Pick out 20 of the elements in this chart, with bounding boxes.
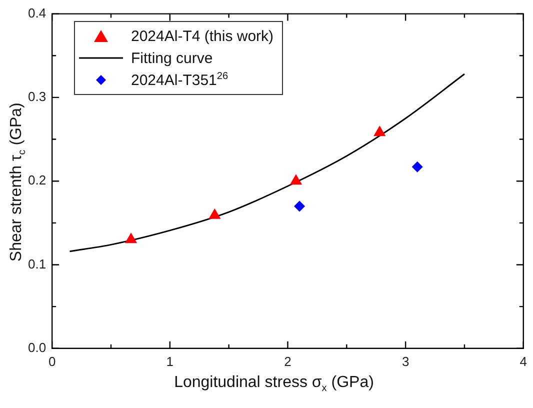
legend-label: 2024Al-T4 (this work) (131, 28, 274, 44)
legend-label: 2024Al-T351$^{26}$ (131, 71, 228, 89)
x-tick-label: 3 (402, 354, 410, 369)
x-tick-label: 0 (48, 354, 56, 369)
point (124, 232, 138, 244)
point (412, 161, 423, 172)
point (208, 208, 221, 219)
x-tick-label: 1 (166, 354, 174, 369)
legend-label: Fitting curve (131, 50, 213, 66)
x-tick-label: 2 (284, 354, 292, 369)
point (290, 174, 302, 185)
line-series (68, 73, 466, 252)
y-tick-label: 0.4 (28, 5, 46, 20)
y-tick-label: 0.2 (28, 172, 46, 188)
y-tick-label: 0.0 (28, 340, 46, 355)
y-tick-label: 0.3 (28, 89, 46, 104)
x-tick-label: 4 (520, 354, 527, 369)
point (374, 126, 386, 136)
x-axis-title: Longitudinal stress σ$_{x}$ (GPa) (173, 374, 375, 394)
y-tick-label: 0.1 (28, 256, 46, 272)
